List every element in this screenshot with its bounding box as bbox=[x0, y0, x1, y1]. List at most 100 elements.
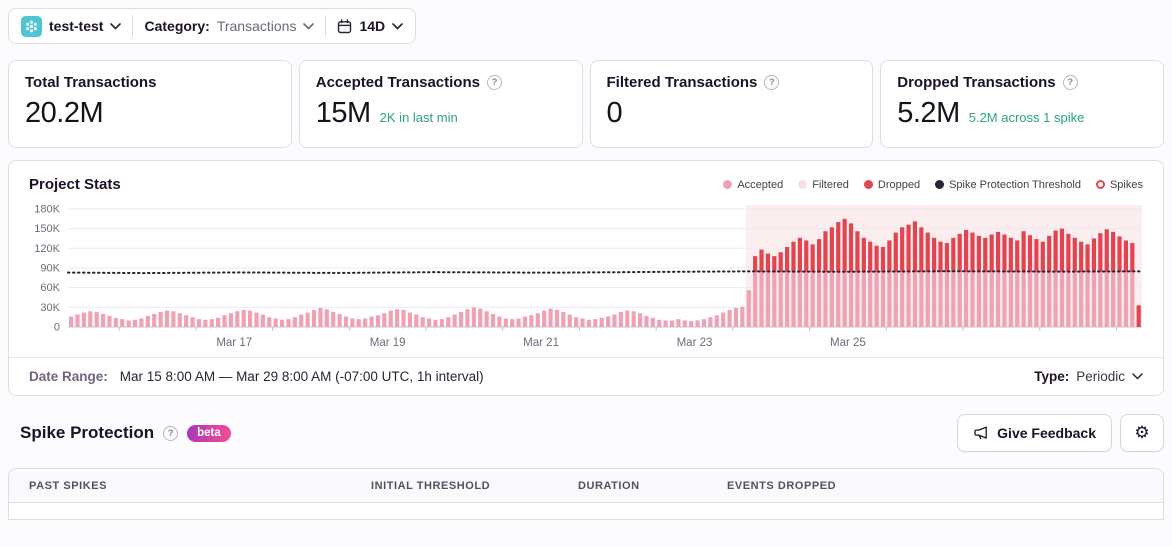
legend-marker bbox=[1095, 180, 1105, 189]
accepted-bar bbox=[375, 315, 381, 327]
category-selector[interactable]: Category: Transactions bbox=[144, 18, 315, 34]
accepted-bar bbox=[203, 319, 208, 327]
accepted-bar bbox=[612, 314, 617, 327]
column-initial-threshold: Initial Threshold bbox=[371, 479, 491, 492]
chevron-down-icon bbox=[1132, 373, 1143, 380]
dropped-bar bbox=[1059, 228, 1065, 272]
help-icon[interactable]: ? bbox=[1062, 75, 1078, 90]
help-icon[interactable]: ? bbox=[486, 75, 502, 90]
accepted-bar bbox=[951, 271, 956, 327]
accepted-bar bbox=[919, 271, 924, 327]
accepted-bar bbox=[1123, 271, 1129, 327]
card-dropped-transactions: Dropped Transactions ? 5.2M 5.2M across … bbox=[880, 60, 1164, 148]
legend-item-accepted[interactable]: Accepted bbox=[723, 179, 783, 191]
accepted-bar bbox=[388, 310, 393, 327]
accepted-bar bbox=[1098, 271, 1103, 327]
accepted-bar bbox=[382, 313, 387, 327]
give-feedback-label: Give Feedback bbox=[997, 425, 1096, 441]
accepted-bar bbox=[522, 316, 528, 327]
accepted-bar bbox=[567, 314, 572, 327]
legend-item-dropped[interactable]: Dropped bbox=[863, 179, 920, 191]
dropped-bar bbox=[759, 249, 764, 272]
dropped-bar bbox=[983, 237, 988, 272]
help-icon[interactable]: ? bbox=[163, 425, 179, 441]
dropped-bar bbox=[944, 243, 950, 272]
accepted-bar bbox=[490, 313, 496, 327]
dropped-bar bbox=[1117, 236, 1122, 272]
legend-item-spike-protection-threshold[interactable]: Spike Protection Threshold bbox=[935, 179, 1081, 191]
accepted-bar bbox=[516, 318, 521, 327]
dropped-bar bbox=[1123, 240, 1129, 272]
page-filter-bar: test-test Category: Transactions 14D bbox=[8, 8, 417, 44]
accepted-bar bbox=[465, 309, 470, 327]
legend-item-filtered[interactable]: Filtered bbox=[798, 179, 849, 191]
accepted-bar bbox=[912, 271, 918, 327]
accepted-bar bbox=[606, 316, 611, 327]
card-accepted-transactions: Accepted Transactions ? 15M 2K in last m… bbox=[298, 60, 583, 148]
accepted-bar bbox=[132, 319, 138, 327]
divider bbox=[325, 15, 327, 37]
y-axis-label: 0 bbox=[54, 322, 60, 334]
project-stats-panel: Project Stats Accepted Filtered Dropped Spi… bbox=[8, 160, 1164, 396]
give-feedback-button[interactable]: Give Feedback bbox=[957, 414, 1112, 452]
accepted-bar bbox=[682, 320, 687, 327]
project-stats-chart: 180K 150K 120K 90K 60K 30K 0 Mar 17 Mar 19 Mar 21… bbox=[34, 203, 1143, 349]
date-period-selector[interactable]: 14D bbox=[337, 18, 403, 34]
settings-button[interactable]: ⚙ bbox=[1120, 414, 1164, 452]
accepted-bar bbox=[989, 271, 994, 327]
dropped-bar bbox=[957, 233, 962, 272]
accepted-bar bbox=[932, 271, 937, 327]
accepted-bar bbox=[797, 271, 802, 327]
accepted-bar bbox=[1040, 271, 1045, 327]
accepted-bar bbox=[228, 313, 234, 327]
period-value: 14D bbox=[359, 18, 386, 34]
card-subvalue: 2K in last min bbox=[379, 110, 458, 125]
accepted-bar bbox=[414, 314, 419, 327]
dropped-bar bbox=[1002, 234, 1007, 272]
accepted-bar bbox=[286, 319, 291, 327]
accepted-bar bbox=[785, 271, 790, 327]
accepted-bar bbox=[254, 312, 259, 327]
accepted-bar bbox=[177, 313, 182, 327]
accepted-bar bbox=[190, 317, 195, 327]
dropped-bar bbox=[816, 239, 822, 272]
dropped-bar bbox=[765, 253, 771, 272]
accepted-bar bbox=[644, 315, 649, 327]
date-range-row: Date Range: Mar 15 8:00 AM — Mar 29 8:00… bbox=[9, 357, 1163, 395]
accepted-bar bbox=[318, 307, 323, 327]
accepted-bar bbox=[810, 271, 815, 327]
dropped-bar bbox=[880, 246, 886, 272]
legend-item-spikes[interactable]: Spikes bbox=[1095, 179, 1143, 191]
dropped-bar bbox=[1091, 238, 1097, 272]
accepted-bar bbox=[107, 315, 112, 327]
category-label: Category: bbox=[144, 18, 210, 34]
accepted-bar bbox=[900, 271, 905, 327]
accepted-bar bbox=[944, 271, 950, 327]
accepted-bar bbox=[701, 319, 707, 327]
accepted-bar bbox=[1053, 271, 1058, 327]
accepted-bar bbox=[983, 271, 988, 327]
accepted-bar bbox=[369, 316, 374, 327]
accepted-bar bbox=[1079, 271, 1084, 327]
accepted-bar bbox=[94, 311, 99, 327]
dropped-bar bbox=[772, 256, 777, 272]
accepted-bar bbox=[759, 271, 764, 327]
accepted-bar bbox=[804, 271, 809, 327]
accepted-bar bbox=[868, 271, 873, 327]
accepted-bar bbox=[733, 307, 739, 327]
project-selector[interactable]: test-test bbox=[21, 15, 122, 37]
x-axis-label: Mar 23 bbox=[677, 337, 713, 349]
x-axis-label: Mar 17 bbox=[216, 337, 252, 349]
help-icon[interactable]: ? bbox=[764, 75, 780, 90]
dropped-bar bbox=[836, 222, 841, 272]
card-total-transactions: Total Transactions 20.2M bbox=[8, 60, 292, 148]
chart-type-selector[interactable]: Type: Periodic bbox=[1034, 369, 1143, 384]
accepted-bar bbox=[599, 317, 604, 327]
accepted-bar bbox=[625, 310, 630, 327]
accepted-bar bbox=[88, 311, 93, 327]
accepted-bar bbox=[574, 317, 579, 327]
accepted-bar bbox=[695, 320, 700, 327]
dropped-bar bbox=[804, 240, 809, 272]
accepted-bar bbox=[1021, 271, 1026, 327]
dropped-bar bbox=[848, 223, 854, 272]
